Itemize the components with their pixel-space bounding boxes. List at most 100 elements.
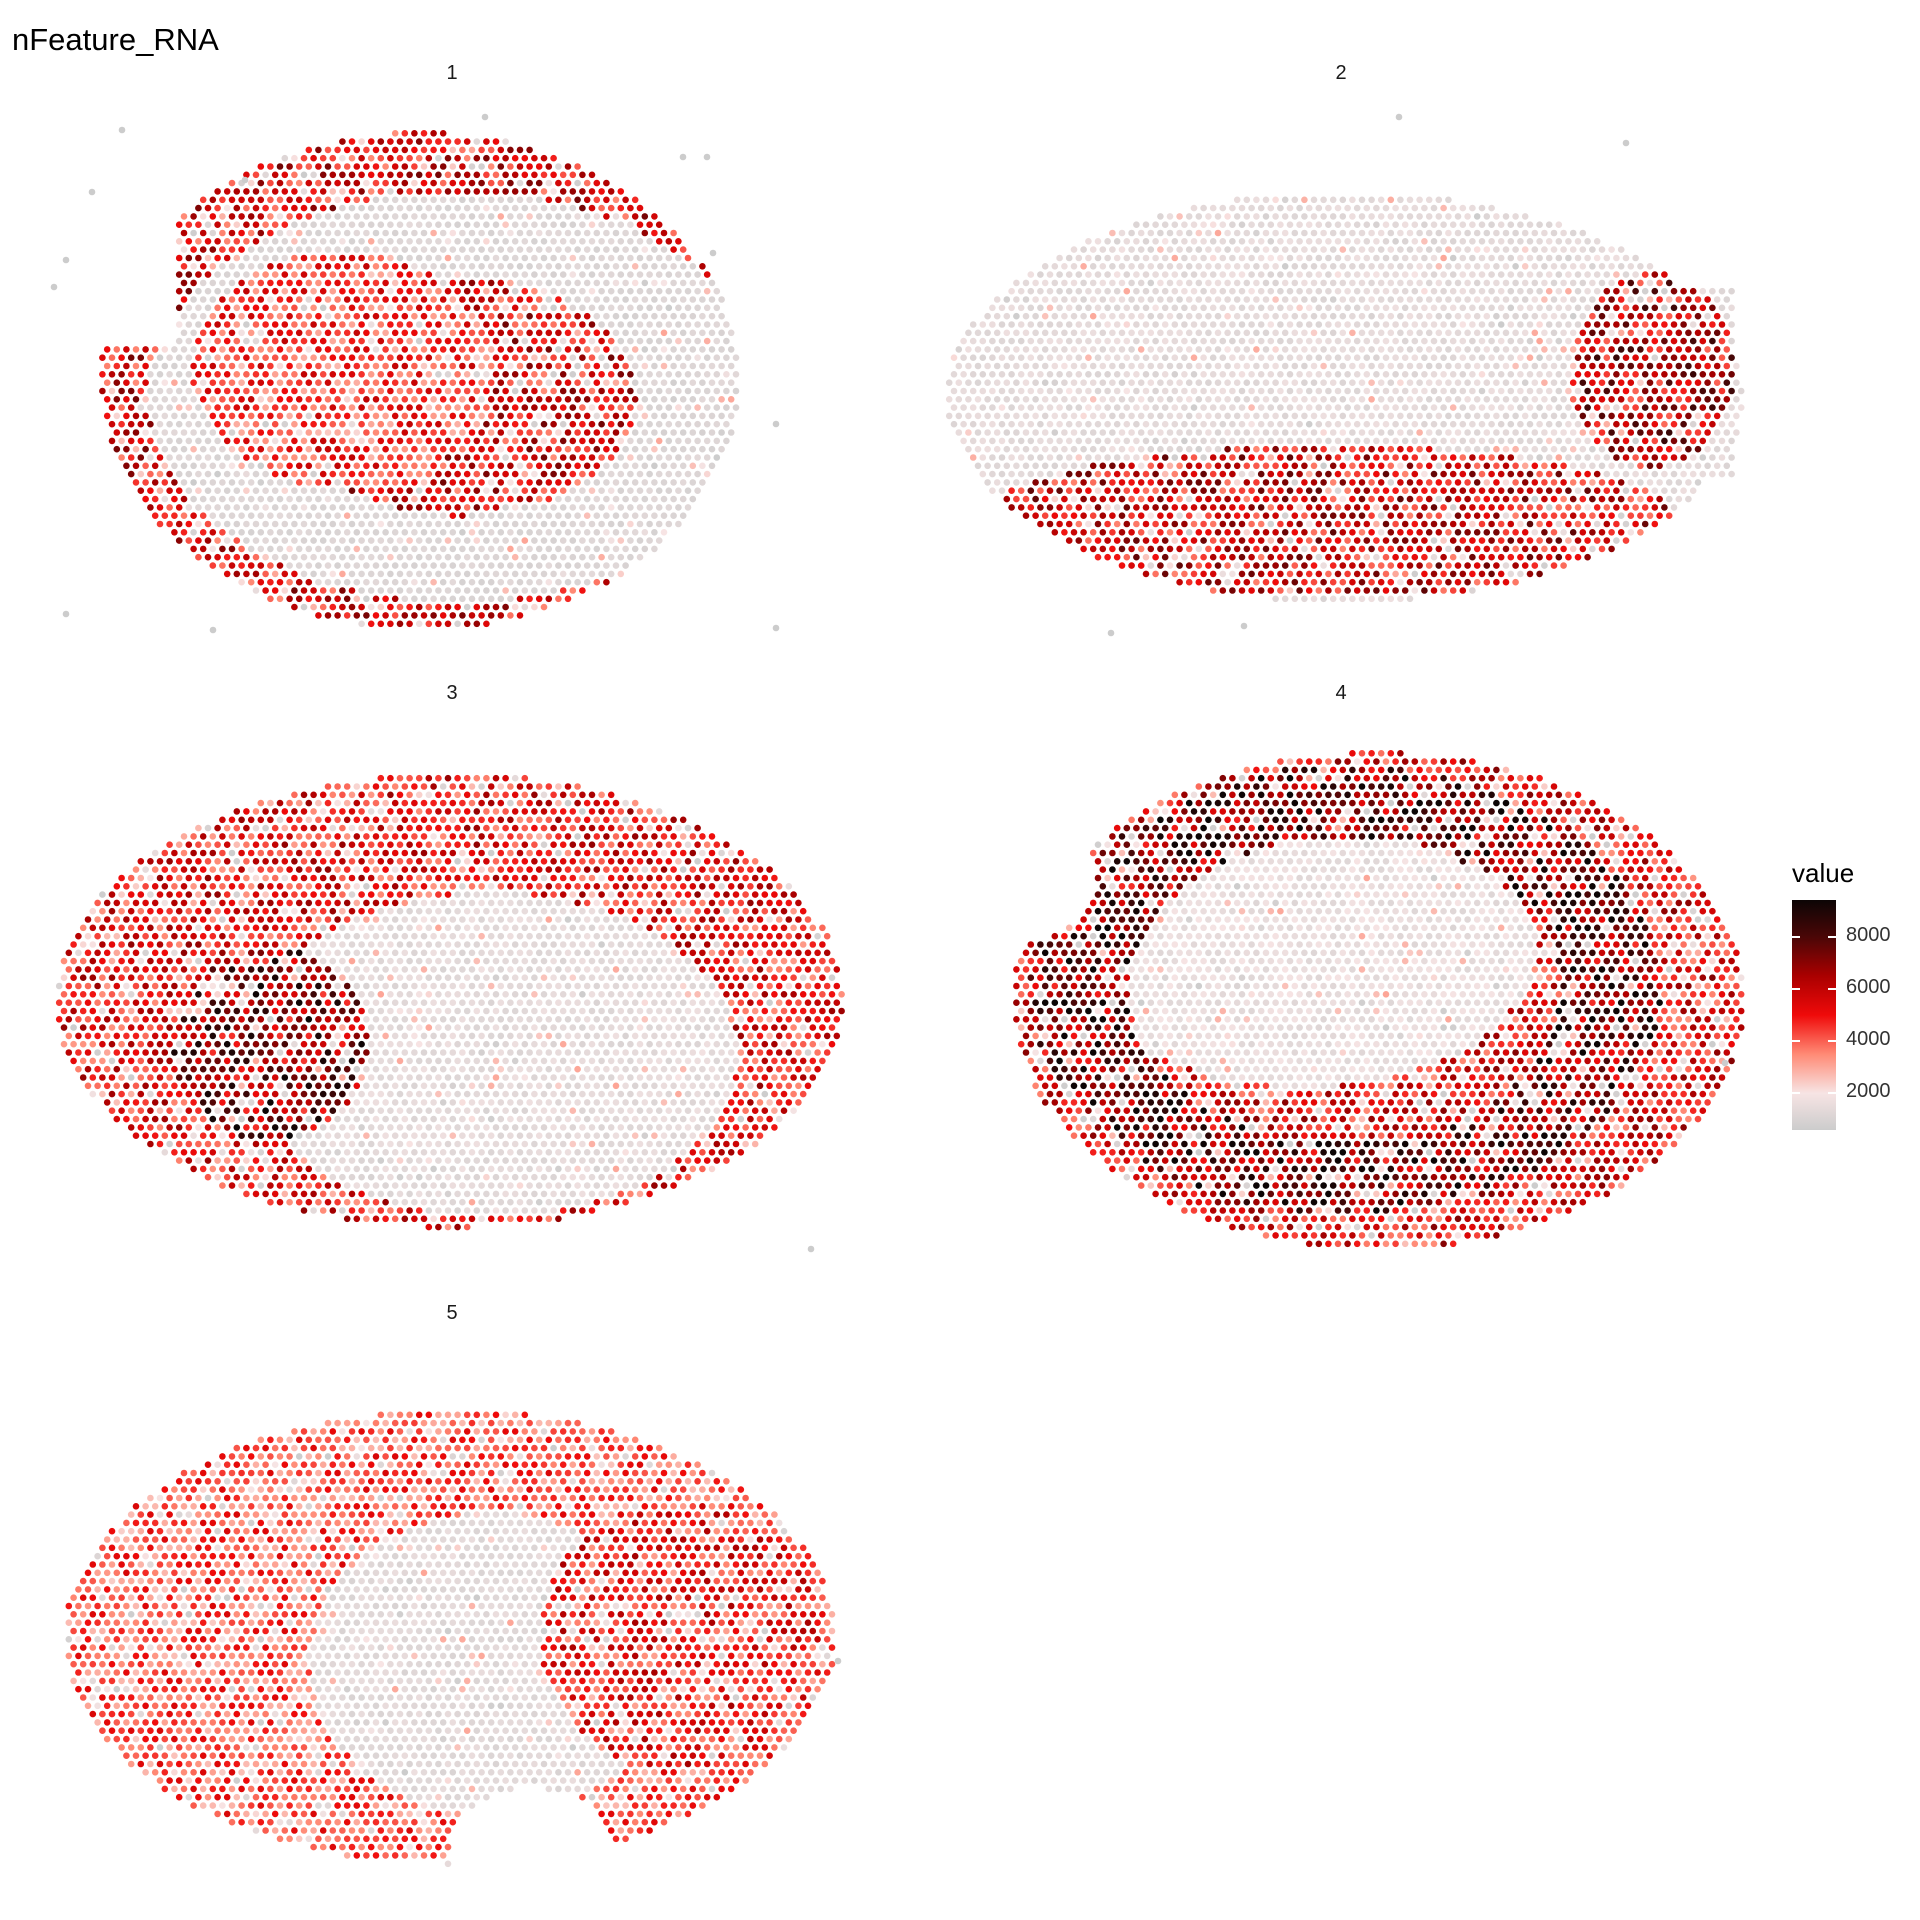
spot — [300, 304, 308, 312]
spot — [204, 504, 212, 511]
spot — [377, 221, 385, 228]
spot — [535, 462, 543, 470]
spot — [1253, 346, 1260, 353]
spot — [411, 529, 418, 536]
spot — [675, 420, 682, 428]
spot — [535, 495, 543, 503]
spot — [612, 346, 620, 353]
spot — [1152, 354, 1159, 362]
spot — [420, 362, 428, 370]
spot — [396, 454, 404, 461]
spot — [1704, 346, 1711, 353]
spot — [425, 204, 433, 212]
spot — [1718, 287, 1726, 295]
spot — [415, 487, 423, 495]
spot — [257, 479, 265, 486]
spot — [1617, 346, 1625, 353]
spot — [497, 578, 505, 586]
spot — [1603, 271, 1611, 278]
spot — [1109, 412, 1116, 420]
spot — [1310, 246, 1318, 253]
spot — [233, 204, 241, 212]
spot — [1531, 279, 1539, 287]
spot — [1454, 379, 1462, 387]
spot — [1253, 329, 1260, 337]
spot — [670, 412, 677, 420]
spot — [516, 246, 524, 253]
spot — [1046, 337, 1054, 345]
spot — [1032, 329, 1039, 337]
spot — [1171, 321, 1179, 328]
spot — [262, 437, 269, 445]
spot — [1541, 329, 1548, 337]
spot — [1723, 412, 1731, 420]
spot — [329, 371, 337, 378]
spot — [622, 213, 629, 220]
spot — [535, 346, 543, 353]
spot — [171, 495, 178, 503]
spot — [1171, 238, 1179, 245]
spot — [190, 429, 197, 436]
spot — [1257, 238, 1265, 245]
spot — [267, 578, 274, 586]
spot — [276, 263, 284, 270]
spot — [989, 354, 996, 362]
spot — [382, 362, 389, 370]
spot — [641, 445, 649, 453]
spot — [180, 329, 188, 337]
spot — [1305, 371, 1313, 378]
spot — [483, 570, 490, 578]
spot — [531, 154, 538, 162]
spot — [507, 279, 514, 287]
spot — [502, 321, 509, 328]
spot — [1397, 213, 1404, 220]
spot — [1353, 271, 1361, 278]
spot — [291, 221, 298, 228]
spot — [406, 238, 413, 245]
spot — [1430, 371, 1438, 378]
spot — [459, 146, 466, 154]
spot — [449, 246, 457, 253]
spot — [300, 271, 308, 278]
spot — [535, 312, 543, 320]
spot — [1075, 321, 1083, 328]
spot — [1675, 412, 1683, 420]
spot — [267, 495, 274, 503]
spot — [1205, 213, 1212, 220]
spot — [559, 221, 567, 228]
spot — [598, 420, 605, 428]
spot — [1056, 337, 1063, 345]
spot — [382, 279, 389, 287]
spot — [603, 578, 610, 586]
spot — [439, 279, 447, 287]
spot — [185, 520, 193, 528]
spot — [271, 204, 279, 212]
spot — [343, 312, 351, 320]
spot — [1459, 354, 1467, 362]
spot — [699, 379, 706, 387]
spot — [535, 329, 543, 337]
spot — [401, 495, 409, 503]
spot — [660, 279, 668, 287]
spot — [1382, 287, 1390, 295]
spot — [655, 337, 663, 345]
spot — [492, 553, 500, 561]
spot — [166, 387, 173, 395]
spot — [675, 504, 682, 511]
spot — [655, 387, 663, 395]
spot — [579, 470, 586, 478]
spot — [487, 312, 495, 320]
spot — [1080, 296, 1087, 303]
spot — [319, 387, 327, 395]
spot — [1113, 271, 1121, 278]
spot — [622, 229, 629, 237]
spot — [243, 487, 250, 495]
spot — [420, 196, 428, 204]
spot — [171, 479, 178, 486]
spot — [1339, 329, 1347, 337]
spot — [367, 354, 375, 362]
spot — [1003, 346, 1011, 353]
spot — [372, 362, 380, 370]
spot — [603, 296, 610, 303]
spot — [699, 396, 706, 403]
